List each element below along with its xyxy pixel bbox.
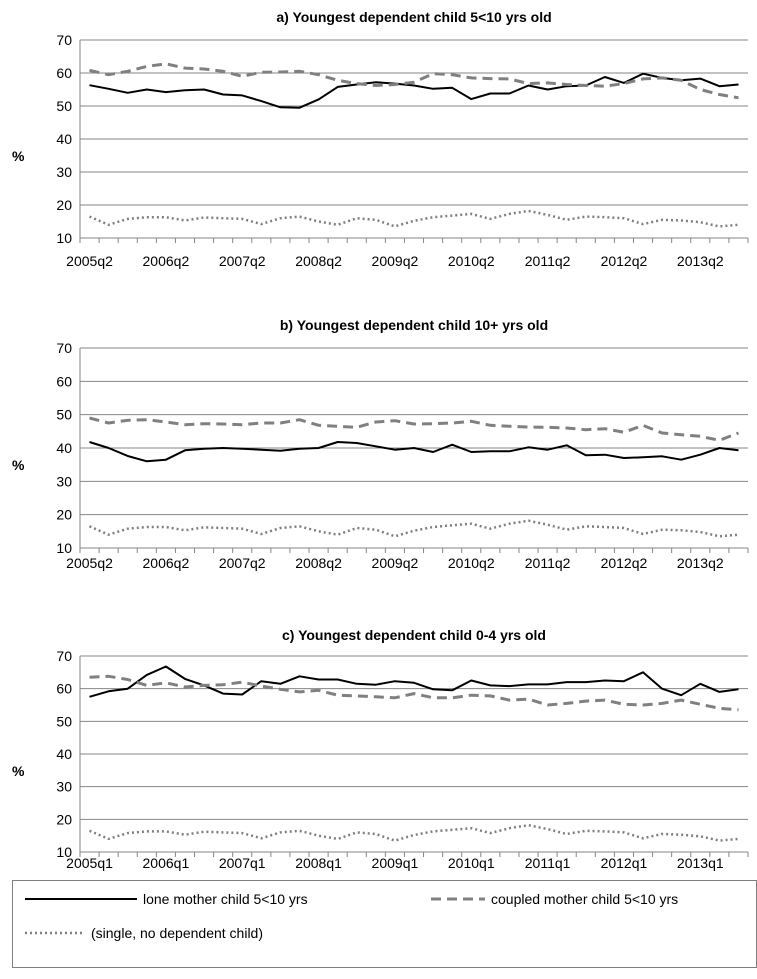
legend-swatch-coupled: [431, 897, 485, 901]
x-tick-label: 2009q1: [372, 855, 419, 871]
y-tick-label: 20: [56, 507, 72, 523]
y-tick-label: 70: [56, 648, 72, 664]
y-tick-label: 30: [56, 779, 72, 795]
series-line-single: [89, 823, 739, 842]
chart-panel-2: b) Youngest dependent child 10+ yrs old 1…: [12, 317, 749, 571]
y-axis-label: %: [12, 457, 25, 473]
chart-panel-3: c) Youngest dependent child 0-4 yrs old 1…: [12, 627, 749, 871]
x-tick-label: 2013q2: [677, 253, 724, 269]
x-tick-label: 2008q1: [295, 855, 342, 871]
series-line-coupled: [89, 416, 740, 442]
x-tick-label: 2008q2: [295, 253, 342, 269]
legend: lone mother child 5<10 yrs coupled mothe…: [12, 880, 757, 968]
legend-swatch-single: [25, 931, 85, 935]
y-tick-label: 50: [56, 407, 72, 423]
legend-swatch-lone: [25, 898, 137, 900]
y-tick-label: 30: [56, 164, 72, 180]
x-tick-label: 2009q2: [372, 253, 419, 269]
legend-label-single: (single, no dependent child): [91, 925, 264, 941]
x-tick-label: 2011q1: [525, 855, 571, 871]
x-tick-label: 2007q2: [219, 555, 266, 571]
x-tick-label: 2005q2: [66, 253, 113, 269]
series-line-lone: [89, 665, 739, 698]
y-tick-label: 20: [56, 197, 72, 213]
y-tick-label: 40: [56, 746, 72, 762]
y-tick-label: 10: [56, 540, 72, 556]
chart-title: b) Youngest dependent child 10+ yrs old: [280, 317, 548, 333]
x-tick-label: 2010q2: [448, 253, 495, 269]
y-tick-label: 60: [56, 373, 72, 389]
chart-panel-1: a) Youngest dependent child 5<10 yrs old…: [12, 9, 749, 269]
x-tick-label: 2006q2: [143, 253, 190, 269]
y-tick-label: 70: [56, 32, 72, 48]
x-tick-label: 2006q2: [143, 555, 190, 571]
series-line-coupled: [89, 674, 739, 712]
x-tick-label: 2008q2: [295, 555, 342, 571]
y-tick-label: 10: [56, 230, 72, 246]
y-tick-label: 50: [56, 98, 72, 114]
y-tick-label: 70: [56, 340, 72, 356]
x-tick-label: 2007q1: [219, 855, 266, 871]
y-axis-label: %: [12, 148, 25, 164]
y-tick-label: 20: [56, 811, 72, 827]
legend-label-coupled: coupled mother child 5<10 yrs: [491, 891, 679, 907]
legend-label-lone: lone mother child 5<10 yrs: [143, 891, 308, 907]
y-tick-label: 60: [56, 65, 72, 81]
x-tick-label: 2010q1: [448, 855, 495, 871]
y-tick-label: 60: [56, 681, 72, 697]
y-tick-label: 10: [56, 844, 72, 860]
series-line-single: [89, 209, 739, 228]
x-tick-label: 2012q2: [601, 253, 648, 269]
x-tick-label: 2012q1: [601, 855, 648, 871]
y-axis-label: %: [12, 763, 25, 779]
series-line-lone: [89, 441, 739, 463]
series-line-lone: [89, 72, 739, 109]
x-tick-label: 2006q1: [143, 855, 190, 871]
x-tick-label: 2011q2: [525, 253, 571, 269]
x-tick-label: 2011q2: [525, 555, 571, 571]
series-line-single: [88, 519, 739, 538]
x-tick-label: 2012q2: [601, 555, 648, 571]
chart-title: c) Youngest dependent child 0-4 yrs old: [282, 627, 546, 643]
y-tick-label: 50: [56, 713, 72, 729]
legend-item-lone: lone mother child 5<10 yrs: [25, 891, 308, 907]
x-tick-label: 2007q2: [219, 253, 266, 269]
x-tick-label: 2010q2: [448, 555, 495, 571]
x-tick-label: 2013q2: [677, 555, 724, 571]
x-tick-label: 2005q2: [66, 555, 113, 571]
x-tick-label: 2005q1: [66, 855, 113, 871]
legend-item-single: (single, no dependent child): [25, 925, 263, 941]
x-tick-label: 2009q2: [372, 555, 419, 571]
legend-item-coupled: coupled mother child 5<10 yrs: [431, 891, 678, 907]
y-tick-label: 30: [56, 473, 72, 489]
y-tick-label: 40: [56, 440, 72, 456]
x-tick-label: 2013q1: [677, 855, 724, 871]
y-tick-label: 40: [56, 131, 72, 147]
chart-title: a) Youngest dependent child 5<10 yrs old: [276, 9, 551, 25]
series-line-coupled: [89, 62, 739, 100]
